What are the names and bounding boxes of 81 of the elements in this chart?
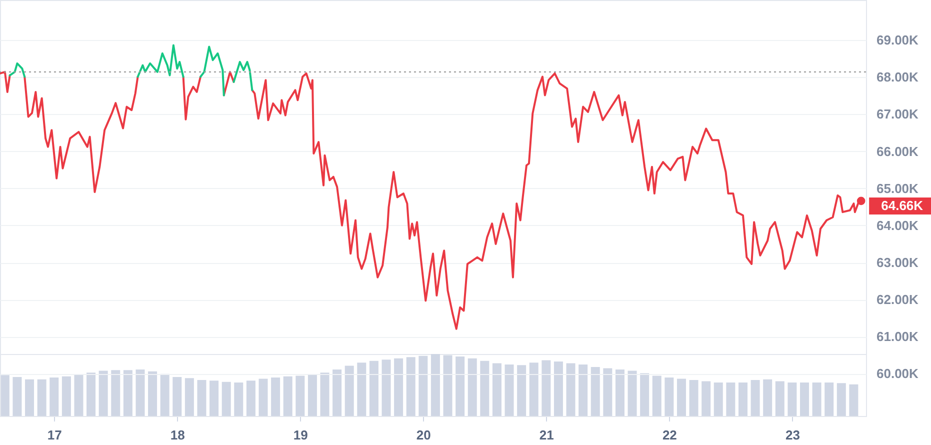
bar: [456, 356, 465, 416]
bar: [160, 374, 170, 416]
y-tick-label: 64.00K: [876, 218, 920, 233]
bar: [640, 373, 650, 416]
bar: [689, 380, 698, 416]
bar: [25, 379, 34, 416]
bar: [529, 362, 538, 416]
bar: [652, 376, 662, 416]
y-tick-label: 69.00K: [876, 32, 920, 48]
bar: [222, 382, 231, 416]
bar: [738, 382, 748, 416]
bar: [590, 367, 600, 416]
bar: [234, 382, 244, 416]
bar: [123, 370, 132, 416]
x-tick-label: 22: [662, 428, 677, 442]
y-tick-label: 68.00K: [876, 70, 920, 85]
bar: [468, 358, 477, 416]
bar: [763, 379, 772, 416]
bar: [98, 370, 108, 416]
x-tick-label: 21: [539, 428, 554, 442]
x-tick-label: 19: [293, 428, 308, 442]
bar: [197, 380, 206, 416]
x-tick-label: 17: [47, 428, 62, 442]
bar: [258, 378, 268, 416]
bar: [750, 380, 760, 416]
bar: [246, 380, 256, 416]
bar: [578, 364, 588, 416]
y-tick-label: 65.00K: [876, 180, 920, 196]
bar: [320, 372, 330, 416]
bar: [184, 378, 194, 416]
bar: [344, 366, 354, 416]
bar: [394, 358, 404, 416]
bar: [836, 383, 846, 416]
bar: [492, 363, 502, 416]
x-tick-label: 20: [416, 428, 431, 442]
x-tick-label: 23: [785, 428, 800, 442]
bar: [726, 382, 736, 416]
annotation: 64.66K: [881, 198, 924, 213]
bar: [12, 376, 22, 416]
bar: [824, 382, 834, 416]
bar: [332, 370, 342, 416]
bar: [554, 361, 563, 416]
bar: [111, 370, 120, 416]
bar: [308, 374, 317, 416]
bar: [136, 370, 145, 416]
x-tick-label: 18: [170, 428, 185, 442]
y-tick-label: 63.00K: [876, 255, 920, 270]
bar: [812, 382, 822, 416]
bar: [443, 355, 452, 416]
bar: [430, 354, 440, 416]
bar: [271, 378, 280, 416]
bar: [210, 380, 219, 416]
bar: [702, 381, 711, 416]
bar: [628, 370, 637, 416]
bar: [480, 360, 490, 416]
y-tick-label: 66.00K: [876, 144, 920, 159]
bar: [74, 374, 84, 416]
bar: [283, 376, 292, 416]
bar: [504, 364, 514, 416]
bar: [849, 384, 858, 416]
bar: [369, 360, 378, 416]
bar: [382, 360, 391, 416]
bar: [0, 375, 10, 416]
bar: [615, 370, 624, 416]
y-tick-label: 62.00K: [876, 292, 920, 308]
bar: [148, 371, 158, 416]
y-tick-label: 61.00K: [876, 329, 920, 344]
bar: [357, 362, 366, 416]
bar: [517, 365, 526, 416]
bar: [775, 381, 784, 416]
y-tick-label: 60.00K: [876, 366, 920, 382]
bar: [37, 379, 46, 416]
bar: [676, 378, 686, 416]
bar: [603, 368, 612, 416]
bar: [800, 382, 809, 416]
bar: [86, 372, 96, 416]
bar: [62, 376, 71, 416]
bar: [566, 363, 576, 416]
bar: [406, 357, 416, 416]
y-tick-label: 67.00K: [876, 106, 920, 122]
bar: [714, 382, 723, 416]
